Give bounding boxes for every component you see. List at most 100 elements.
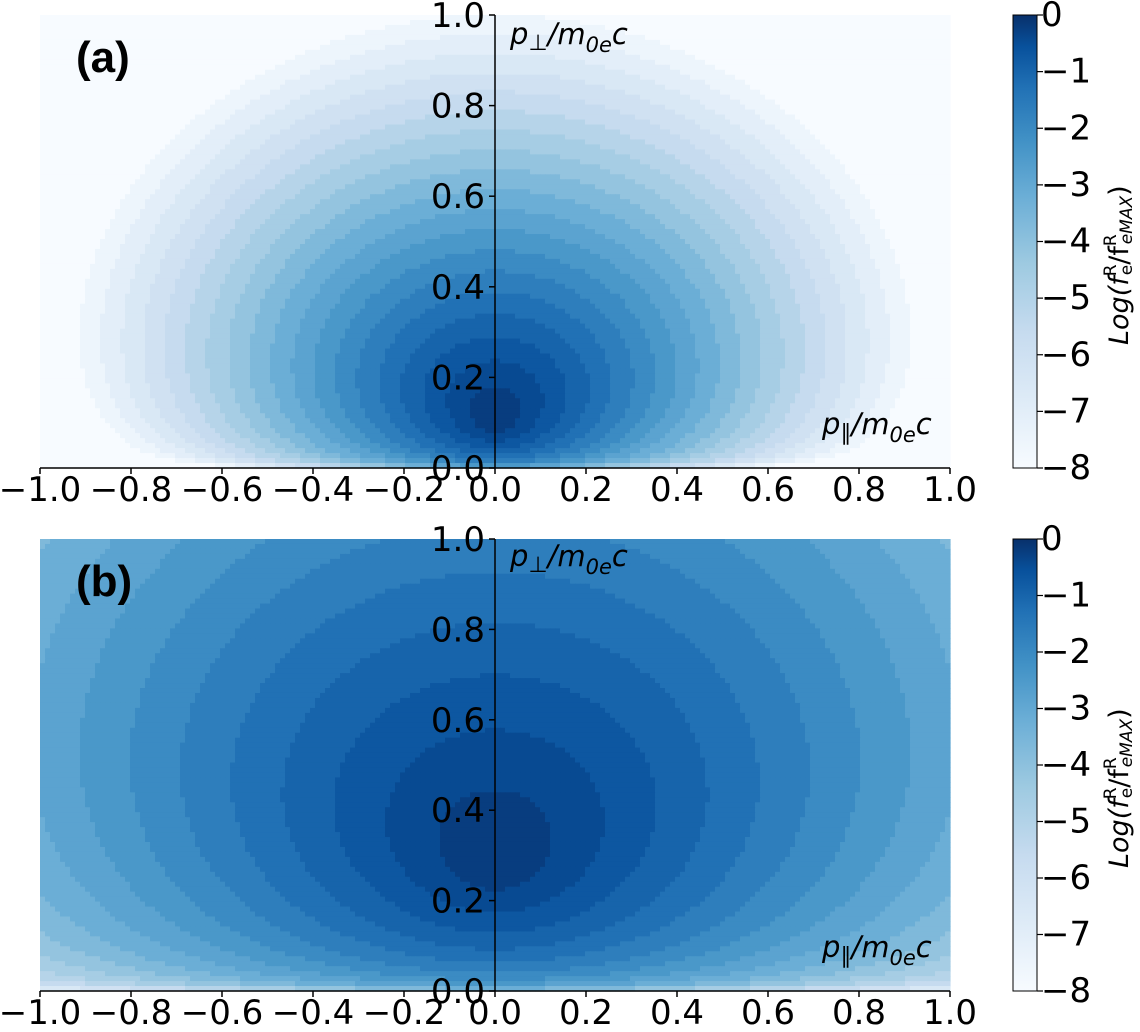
contour-cell bbox=[120, 119, 126, 126]
contour-cell bbox=[680, 29, 686, 36]
contour-cell bbox=[735, 19, 741, 26]
contour-cell bbox=[860, 44, 866, 51]
contour-cell bbox=[565, 24, 571, 31]
contour-cell bbox=[305, 49, 311, 56]
contour-cell bbox=[375, 134, 381, 141]
contour-cell bbox=[260, 94, 266, 101]
contour-cell bbox=[500, 89, 506, 96]
contour-cell bbox=[405, 134, 411, 141]
contour-cell bbox=[445, 74, 451, 81]
contour-cell bbox=[240, 74, 246, 81]
contour-cell bbox=[245, 69, 251, 76]
contour-cell bbox=[295, 19, 301, 26]
contour-cell bbox=[590, 139, 596, 146]
contour-cell bbox=[105, 39, 111, 46]
contour-cell bbox=[925, 79, 931, 86]
contour-cell bbox=[410, 34, 416, 41]
contour-cell bbox=[645, 84, 651, 91]
contour-cell bbox=[850, 119, 856, 126]
contour-cell bbox=[250, 114, 256, 121]
contour-cell bbox=[405, 74, 411, 81]
contour-cell bbox=[90, 74, 96, 81]
contour-cell bbox=[225, 124, 231, 131]
contour-cell bbox=[910, 99, 916, 106]
contour-cell bbox=[720, 119, 726, 126]
contour-cell bbox=[300, 114, 306, 121]
contour-cell bbox=[155, 44, 161, 51]
contour-cell bbox=[205, 144, 211, 151]
contour-cell bbox=[490, 19, 496, 26]
contour-cell bbox=[400, 49, 406, 56]
contour-cell bbox=[450, 129, 456, 136]
contour-cell bbox=[890, 84, 896, 91]
contour-cell bbox=[635, 64, 641, 71]
contour-cell bbox=[700, 124, 706, 131]
contour-cell bbox=[580, 19, 586, 26]
contour-cell bbox=[370, 29, 376, 36]
contour-cell bbox=[635, 114, 641, 121]
contour-cell bbox=[575, 109, 581, 116]
contour-cell bbox=[650, 69, 656, 76]
contour-cell bbox=[815, 99, 821, 106]
contour-cell bbox=[560, 84, 566, 91]
contour-cell bbox=[295, 39, 301, 46]
contour-cell bbox=[130, 84, 136, 91]
contour-cell bbox=[930, 54, 936, 61]
contour-cell bbox=[620, 59, 626, 66]
contour-cell bbox=[700, 74, 706, 81]
contour-cell bbox=[850, 15, 856, 21]
contour-cell bbox=[510, 119, 516, 126]
contour-cell bbox=[725, 84, 731, 91]
contour-cell bbox=[585, 49, 591, 56]
contour-cell bbox=[565, 69, 571, 76]
contour-cell bbox=[55, 89, 61, 96]
contour-cell bbox=[585, 39, 591, 46]
contour-cell bbox=[670, 54, 676, 61]
contour-cell bbox=[320, 59, 326, 66]
contour-cell bbox=[520, 79, 526, 86]
contour-cell bbox=[300, 79, 306, 86]
contour-cell bbox=[800, 134, 806, 141]
contour-cell bbox=[895, 69, 901, 76]
contour-cell bbox=[830, 139, 836, 146]
contour-cell bbox=[820, 54, 826, 61]
contour-cell bbox=[870, 64, 876, 71]
contour-cell bbox=[160, 84, 166, 91]
contour-cell bbox=[195, 144, 201, 151]
contour-cell bbox=[795, 19, 801, 26]
contour-cell bbox=[505, 124, 511, 131]
contour-cell bbox=[280, 139, 286, 146]
contour-cell bbox=[875, 59, 881, 66]
contour-cell bbox=[120, 149, 126, 155]
contour-cell bbox=[445, 144, 451, 151]
contour-cell bbox=[590, 49, 596, 56]
contour-cell bbox=[180, 124, 186, 131]
contour-cell bbox=[675, 69, 681, 76]
contour-cell bbox=[690, 44, 696, 51]
contour-cell bbox=[870, 24, 876, 31]
contour-cell bbox=[575, 39, 581, 46]
contour-cell bbox=[655, 119, 661, 126]
contour-cell bbox=[290, 134, 296, 141]
contour-cell bbox=[575, 34, 581, 41]
contour-cell bbox=[245, 99, 251, 106]
contour-cell bbox=[775, 59, 781, 66]
contour-cell bbox=[605, 114, 611, 121]
contour-cell bbox=[315, 109, 321, 116]
contour-cell bbox=[310, 64, 316, 71]
contour-cell bbox=[225, 144, 231, 151]
contour-cell bbox=[205, 84, 211, 91]
contour-cell bbox=[565, 129, 571, 136]
contour-cell bbox=[785, 99, 791, 106]
contour-cell bbox=[810, 119, 816, 126]
contour-cell bbox=[230, 84, 236, 91]
contour-cell bbox=[640, 114, 646, 121]
contour-cell bbox=[765, 74, 771, 81]
contour-cell bbox=[815, 104, 821, 111]
contour-cell bbox=[680, 64, 686, 71]
contour-cell bbox=[380, 129, 386, 136]
contour-cell bbox=[385, 24, 391, 31]
contour-cell bbox=[930, 124, 936, 131]
contour-cell bbox=[400, 74, 406, 81]
contour-cell bbox=[800, 89, 806, 96]
